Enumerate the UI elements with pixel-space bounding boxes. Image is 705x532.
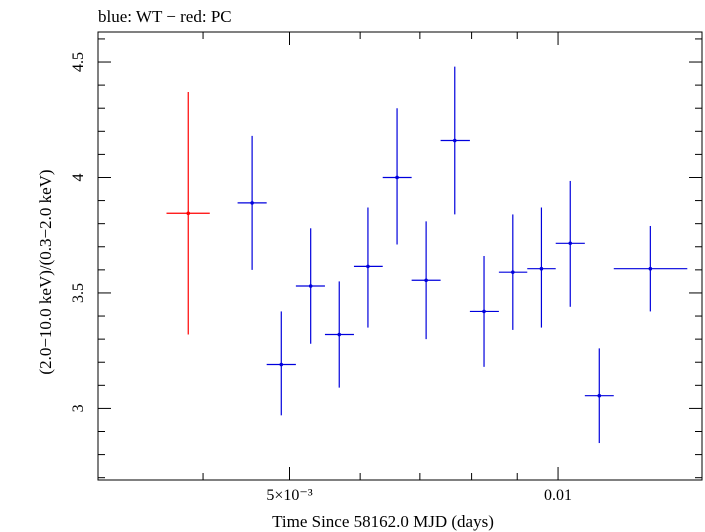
data-marker <box>511 270 515 274</box>
data-point <box>266 311 296 416</box>
data-marker <box>424 278 428 283</box>
data-point <box>527 207 556 328</box>
x-tick-label: 5×10⁻³ <box>266 487 312 504</box>
data-marker <box>648 266 653 271</box>
data-marker <box>186 211 191 216</box>
data-point <box>237 135 267 270</box>
y-tick-label: 4 <box>70 173 87 181</box>
x-tick-label: 0.01 <box>544 487 572 504</box>
data-point <box>295 228 325 344</box>
axis-tick-labels: 5×10⁻³ 0.01 3 3.5 4 4.5 <box>70 52 572 504</box>
data-marker <box>482 309 486 314</box>
data-point <box>584 348 614 444</box>
data-point <box>411 221 441 340</box>
data-point <box>324 281 354 388</box>
data-marker <box>279 362 284 367</box>
data-point <box>469 256 499 367</box>
data-marker <box>597 393 602 398</box>
data-marker <box>250 201 254 205</box>
data-point <box>498 214 528 330</box>
y-axis-label: (2.0−10.0 keV)/(0.3−2.0 keV) <box>36 169 55 374</box>
series-wt <box>237 66 688 444</box>
data-marker <box>568 241 573 246</box>
data-marker <box>366 264 370 269</box>
series-pc <box>166 92 210 335</box>
x-axis-label: Time Since 58162.0 MJD (days) <box>272 512 494 531</box>
data-marker <box>337 332 342 337</box>
data-point <box>382 108 412 245</box>
data-marker <box>395 175 399 180</box>
chart-title: blue: WT − red: PC <box>98 7 232 26</box>
data-marker <box>452 138 457 143</box>
data-marker <box>308 284 313 288</box>
axis-ticks <box>98 32 702 480</box>
data-point <box>353 207 383 328</box>
data-point <box>555 180 585 307</box>
data-point <box>440 66 470 215</box>
y-tick-label: 3 <box>70 404 87 412</box>
data-series <box>166 66 688 444</box>
plot-frame <box>97 31 703 481</box>
data-point <box>166 92 210 335</box>
data-marker <box>539 266 544 271</box>
data-point <box>613 225 688 312</box>
y-tick-label: 3.5 <box>70 283 87 303</box>
y-tick-label: 4.5 <box>70 52 87 72</box>
